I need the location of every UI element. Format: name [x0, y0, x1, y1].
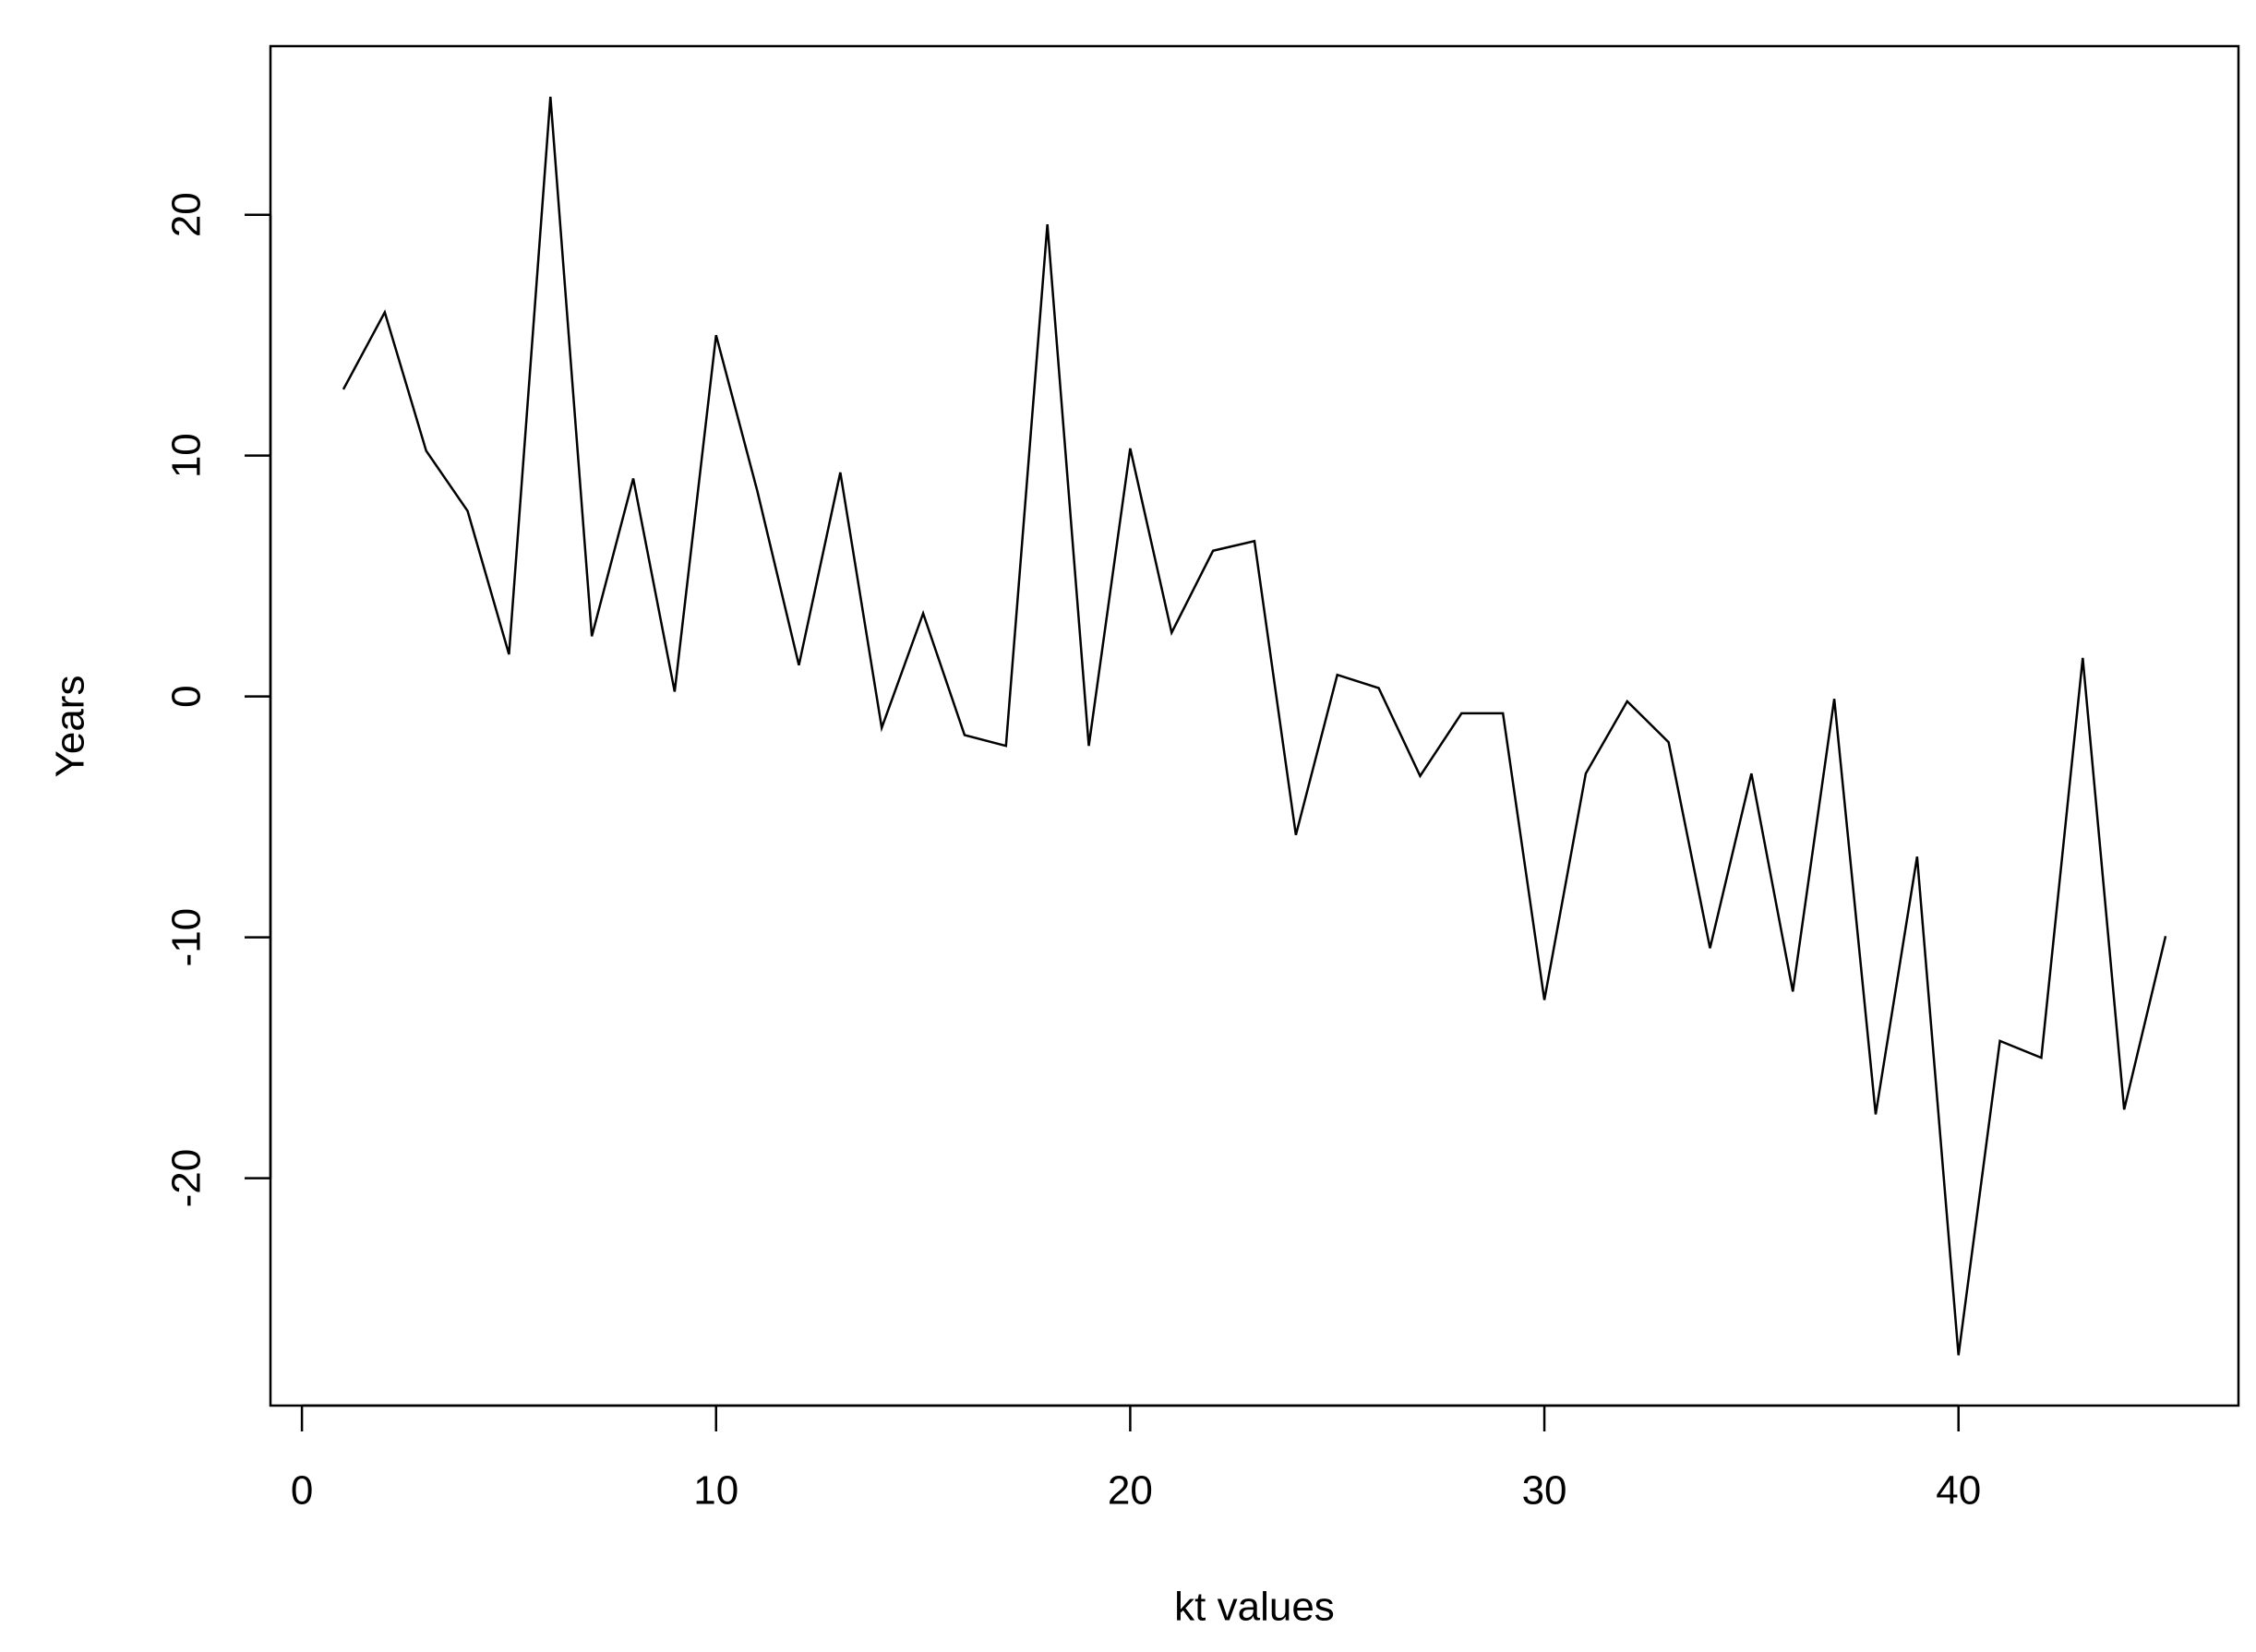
y-tick-label: -10 [164, 908, 210, 967]
x-tick-label: 20 [1108, 1468, 1153, 1514]
x-tick-label: 10 [693, 1468, 738, 1514]
x-tick-label: 0 [291, 1468, 313, 1514]
y-tick-label: 10 [164, 433, 210, 478]
y-tick-label: 0 [164, 685, 210, 707]
x-axis-label: kt values [1174, 1585, 1335, 1630]
y-tick-label: 20 [164, 192, 210, 237]
y-axis-label: Years [48, 676, 93, 778]
x-tick-label: 40 [1936, 1468, 1981, 1514]
x-tick-label: 30 [1522, 1468, 1567, 1514]
data-line [342, 96, 2167, 1356]
y-tick-label: -20 [164, 1149, 210, 1208]
plot-frame [269, 44, 2240, 1407]
